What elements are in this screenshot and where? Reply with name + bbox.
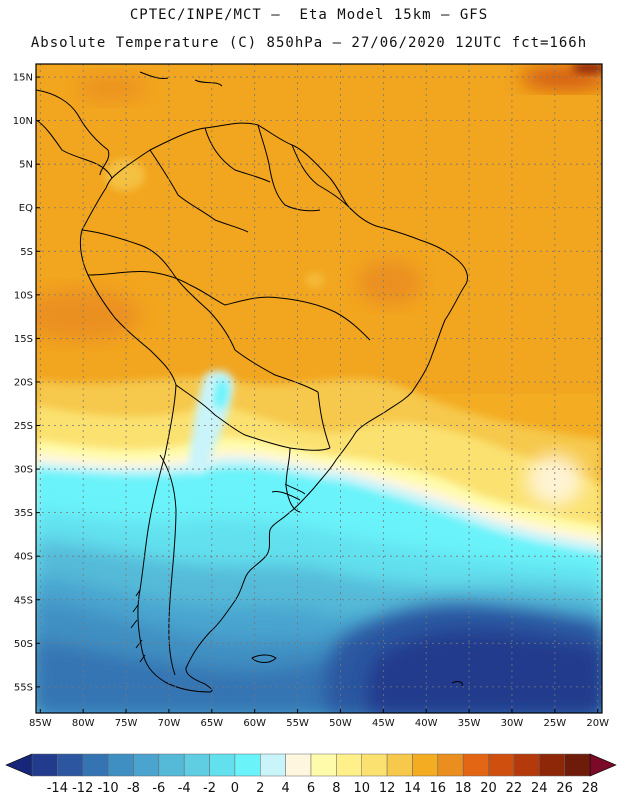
colorbar-swatch: [234, 753, 261, 777]
colorbar-label: 14: [404, 781, 421, 796]
colorbar-label: -8: [127, 781, 140, 796]
latitude-label: 5N: [19, 160, 33, 171]
latitude-label: 35S: [14, 508, 33, 519]
colorbar-swatch: [209, 753, 236, 777]
longitude-label: 60W: [243, 718, 266, 729]
latitude-label: 10S: [14, 290, 33, 301]
colorbar-label: 22: [506, 781, 523, 796]
latitude-label: 45S: [14, 595, 33, 606]
colorbar-swatch: [57, 753, 83, 777]
colorbar-swatch: [336, 753, 362, 777]
colorbar-swatch: [539, 753, 565, 777]
latitude-label: 50S: [14, 639, 33, 650]
colorbar-swatch: [31, 753, 58, 777]
longitude-label: 55W: [286, 718, 309, 729]
longitude-label: 40W: [415, 718, 438, 729]
colorbar-under-arrow: [5, 753, 33, 777]
colorbar-label: 24: [531, 781, 548, 796]
colorbar-swatch: [462, 753, 489, 777]
colorbar-label: 4: [281, 781, 289, 796]
latitude-label: 15N: [13, 73, 33, 84]
colorbar-swatch: [513, 753, 540, 777]
colorbar-label: 8: [332, 781, 340, 796]
colorbar-label: 10: [353, 781, 370, 796]
colorbar-swatch: [183, 753, 210, 777]
latitude-label: 30S: [14, 465, 33, 476]
colorbar-swatch: [133, 753, 160, 777]
colorbar-label: -4: [178, 781, 191, 796]
latitude-label: 10N: [13, 116, 33, 127]
colorbar-label: 20: [480, 781, 497, 796]
latitude-label: 20S: [14, 377, 33, 388]
graticule: [36, 64, 602, 713]
colorbar-swatch: [386, 753, 413, 777]
colorbar-label: 12: [379, 781, 396, 796]
colorbar-label: 18: [455, 781, 472, 796]
latitude-label: EQ: [19, 203, 33, 214]
longitude-label: 85W: [29, 718, 52, 729]
colorbar-swatch: [488, 753, 515, 777]
colorbar-over-arrow: [589, 753, 617, 777]
colorbar-swatch: [310, 753, 337, 777]
longitude-label: 65W: [200, 718, 223, 729]
longitude-label: 20W: [586, 718, 609, 729]
latitude-label: 25S: [14, 421, 33, 432]
colorbar-swatch: [158, 753, 185, 777]
colorbar-swatch: [564, 753, 591, 777]
colorbar-label: 6: [307, 781, 315, 796]
colorbar-swatch: [107, 753, 134, 777]
colorbar-label: -6: [152, 781, 165, 796]
colorbar-label: -2: [203, 781, 216, 796]
colorbar-swatch: [285, 753, 312, 777]
map-frame: [35, 63, 603, 714]
colorbar-label: 0: [231, 781, 239, 796]
longitude-label: 30W: [501, 718, 524, 729]
colorbar-label: 28: [582, 781, 599, 796]
latitude-label: 40S: [14, 552, 33, 563]
colorbar-label: -14: [47, 781, 68, 796]
temperature-field: [36, 64, 602, 713]
colorbar-label: 2: [256, 781, 264, 796]
colorbar-label: -10: [97, 781, 118, 796]
colorbar-swatch: [412, 753, 439, 777]
longitude-label: 80W: [72, 718, 95, 729]
colorbar-swatch: [361, 753, 388, 777]
longitude-label: 50W: [329, 718, 352, 729]
colorbar-swatch: [437, 753, 464, 777]
colorbar-swatch: [260, 753, 286, 777]
latitude-label: 15S: [14, 334, 33, 345]
colorbar-label: -12: [72, 781, 93, 796]
chart-title-line-2: Absolute Temperature (C) 850hPa – 27/06/…: [30, 35, 588, 51]
longitude-labels: 85W 80W 75W 70W 65W 60W 55W 50W 45W 40W 35W 30W 25W 2…: [29, 709, 609, 729]
latitude-label: 55S: [14, 682, 33, 693]
colorbar-label: 26: [556, 781, 573, 796]
colorbar-label: 16: [430, 781, 447, 796]
longitude-label: 25W: [544, 718, 567, 729]
latitude-labels: 15N 10N 5N EQ 5S 10S 15S 20S 25S 30S 35S 40S 45S 50S 5…: [13, 73, 40, 693]
chart-title-line-1: CPTEC/INPE/MCT – Eta Model 15km – GFS: [129, 7, 489, 23]
longitude-label: 35W: [458, 718, 481, 729]
colorbar: -14 -12 -10 -8 -6 -4 -2 0 2 4 6 8 10 12 14 16 18 20 22 24 26…: [5, 753, 617, 796]
latitude-label: 5S: [20, 247, 33, 258]
colorbar-swatch: [82, 753, 109, 777]
longitude-label: 45W: [372, 718, 395, 729]
longitude-label: 70W: [158, 718, 181, 729]
longitude-label: 75W: [115, 718, 138, 729]
